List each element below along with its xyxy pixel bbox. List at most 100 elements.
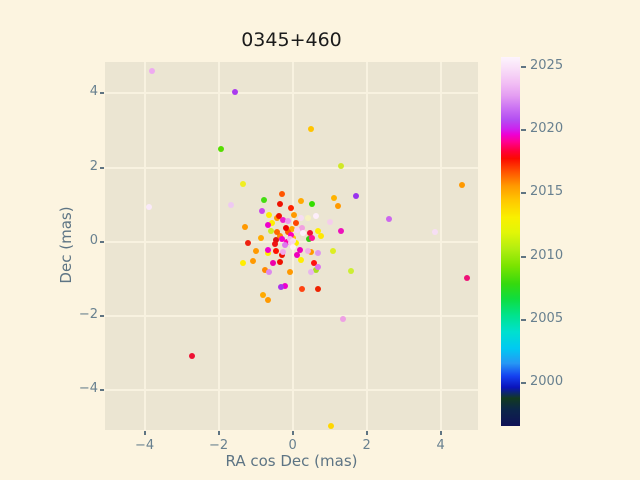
scatter-point xyxy=(269,260,276,267)
gridline-vertical xyxy=(217,62,220,430)
colorbar-tick-mark xyxy=(521,382,526,385)
x-tick-mark xyxy=(365,431,368,435)
x-tick-label: 2 xyxy=(362,438,371,453)
colorbar-tick-mark xyxy=(521,129,526,132)
x-axis-label: RA cos Dec (mas) xyxy=(225,452,358,470)
scatter-point xyxy=(288,204,295,211)
scatter-point xyxy=(304,214,311,221)
scatter-point xyxy=(300,229,307,236)
gridline-horizontal xyxy=(105,166,478,169)
scatter-point xyxy=(281,242,288,249)
scatter-point xyxy=(308,235,315,242)
y-tick-label: −2 xyxy=(78,306,98,322)
scatter-point xyxy=(258,207,265,214)
scatter-point xyxy=(338,227,345,234)
scatter-point xyxy=(277,232,284,239)
scatter-point xyxy=(265,268,272,275)
gridline-vertical xyxy=(365,62,368,430)
scatter-point xyxy=(297,198,304,205)
gridline-vertical xyxy=(439,62,442,430)
colorbar-tick-mark xyxy=(521,66,526,69)
gridline-horizontal xyxy=(105,92,478,95)
scatter-point xyxy=(314,228,321,235)
scatter-point xyxy=(432,228,439,235)
scatter-point xyxy=(312,213,319,219)
scatter-point xyxy=(308,248,315,255)
scatter-point xyxy=(244,240,251,247)
scatter-point xyxy=(298,225,305,232)
y-tick-label: −4 xyxy=(78,380,98,396)
scatter-point xyxy=(315,285,322,292)
gridline-horizontal xyxy=(105,314,478,317)
scatter-point xyxy=(262,266,269,273)
scatter-point xyxy=(260,291,266,298)
colorbar-tick-label: 2005 xyxy=(530,310,564,326)
scatter-point xyxy=(148,67,155,74)
scatter-point xyxy=(293,220,300,227)
scatter-point xyxy=(276,200,283,207)
scatter-point xyxy=(287,232,294,239)
scatter-point xyxy=(311,260,318,267)
scatter-point xyxy=(279,236,286,243)
scatter-point xyxy=(276,213,283,220)
scatter-point xyxy=(290,237,297,244)
scatter-point xyxy=(286,268,293,275)
y-tick-label: 2 xyxy=(89,158,98,174)
scatter-point xyxy=(291,211,298,218)
scatter-point xyxy=(240,181,247,188)
x-tick-label: −4 xyxy=(135,438,155,453)
chart-title: 0345+460 xyxy=(241,29,342,51)
scatter-point xyxy=(285,218,292,225)
colorbar-tick-mark xyxy=(521,192,526,195)
scatter-point xyxy=(217,146,224,152)
scatter-point xyxy=(314,249,321,256)
scatter-point xyxy=(266,211,273,218)
scatter-point xyxy=(340,315,347,322)
scatter-point xyxy=(308,268,315,275)
scatter-point xyxy=(282,283,289,290)
scatter-point xyxy=(265,296,272,303)
colorbar-tick-label: 2010 xyxy=(530,247,564,263)
scatter-point xyxy=(348,267,355,274)
y-tick-mark xyxy=(100,92,104,95)
x-tick-label: 0 xyxy=(288,438,297,453)
scatter-point xyxy=(268,228,275,235)
colorbar-tick-mark xyxy=(521,255,526,258)
y-tick-mark xyxy=(100,314,104,317)
scatter-point xyxy=(273,236,280,243)
colorbar-tick-label: 2020 xyxy=(530,121,564,137)
scatter-point xyxy=(294,252,301,259)
scatter-point xyxy=(265,222,272,229)
y-tick-mark xyxy=(100,240,104,243)
scatter-point xyxy=(240,260,247,267)
scatter-point xyxy=(330,194,337,201)
scatter-point xyxy=(305,236,312,243)
scatter-point xyxy=(459,181,466,188)
colorbar-tick-label: 2000 xyxy=(530,374,564,390)
scatter-point xyxy=(231,88,238,95)
x-tick-mark xyxy=(291,431,294,435)
scatter-point xyxy=(296,246,303,253)
scatter-point xyxy=(260,196,267,203)
scatter-point xyxy=(315,264,322,271)
scatter-point xyxy=(306,230,313,237)
scatter-point xyxy=(290,244,297,251)
colorbar-tick-label: 2015 xyxy=(530,184,564,200)
scatter-point xyxy=(463,275,470,282)
scatter-point xyxy=(293,227,300,234)
scatter-point xyxy=(298,285,305,292)
scatter-point xyxy=(257,235,264,242)
scatter-point xyxy=(298,256,305,263)
scatter-point xyxy=(264,246,271,253)
scatter-point xyxy=(279,191,286,198)
y-tick-label: 0 xyxy=(89,232,98,248)
gridline-vertical xyxy=(143,62,146,430)
scatter-point xyxy=(317,232,324,239)
scatter-point xyxy=(279,248,286,255)
scatter-point xyxy=(145,204,152,211)
scatter-point xyxy=(308,126,315,133)
x-tick-mark xyxy=(217,431,220,435)
scatter-point xyxy=(273,247,280,254)
scatter-point xyxy=(385,216,392,223)
